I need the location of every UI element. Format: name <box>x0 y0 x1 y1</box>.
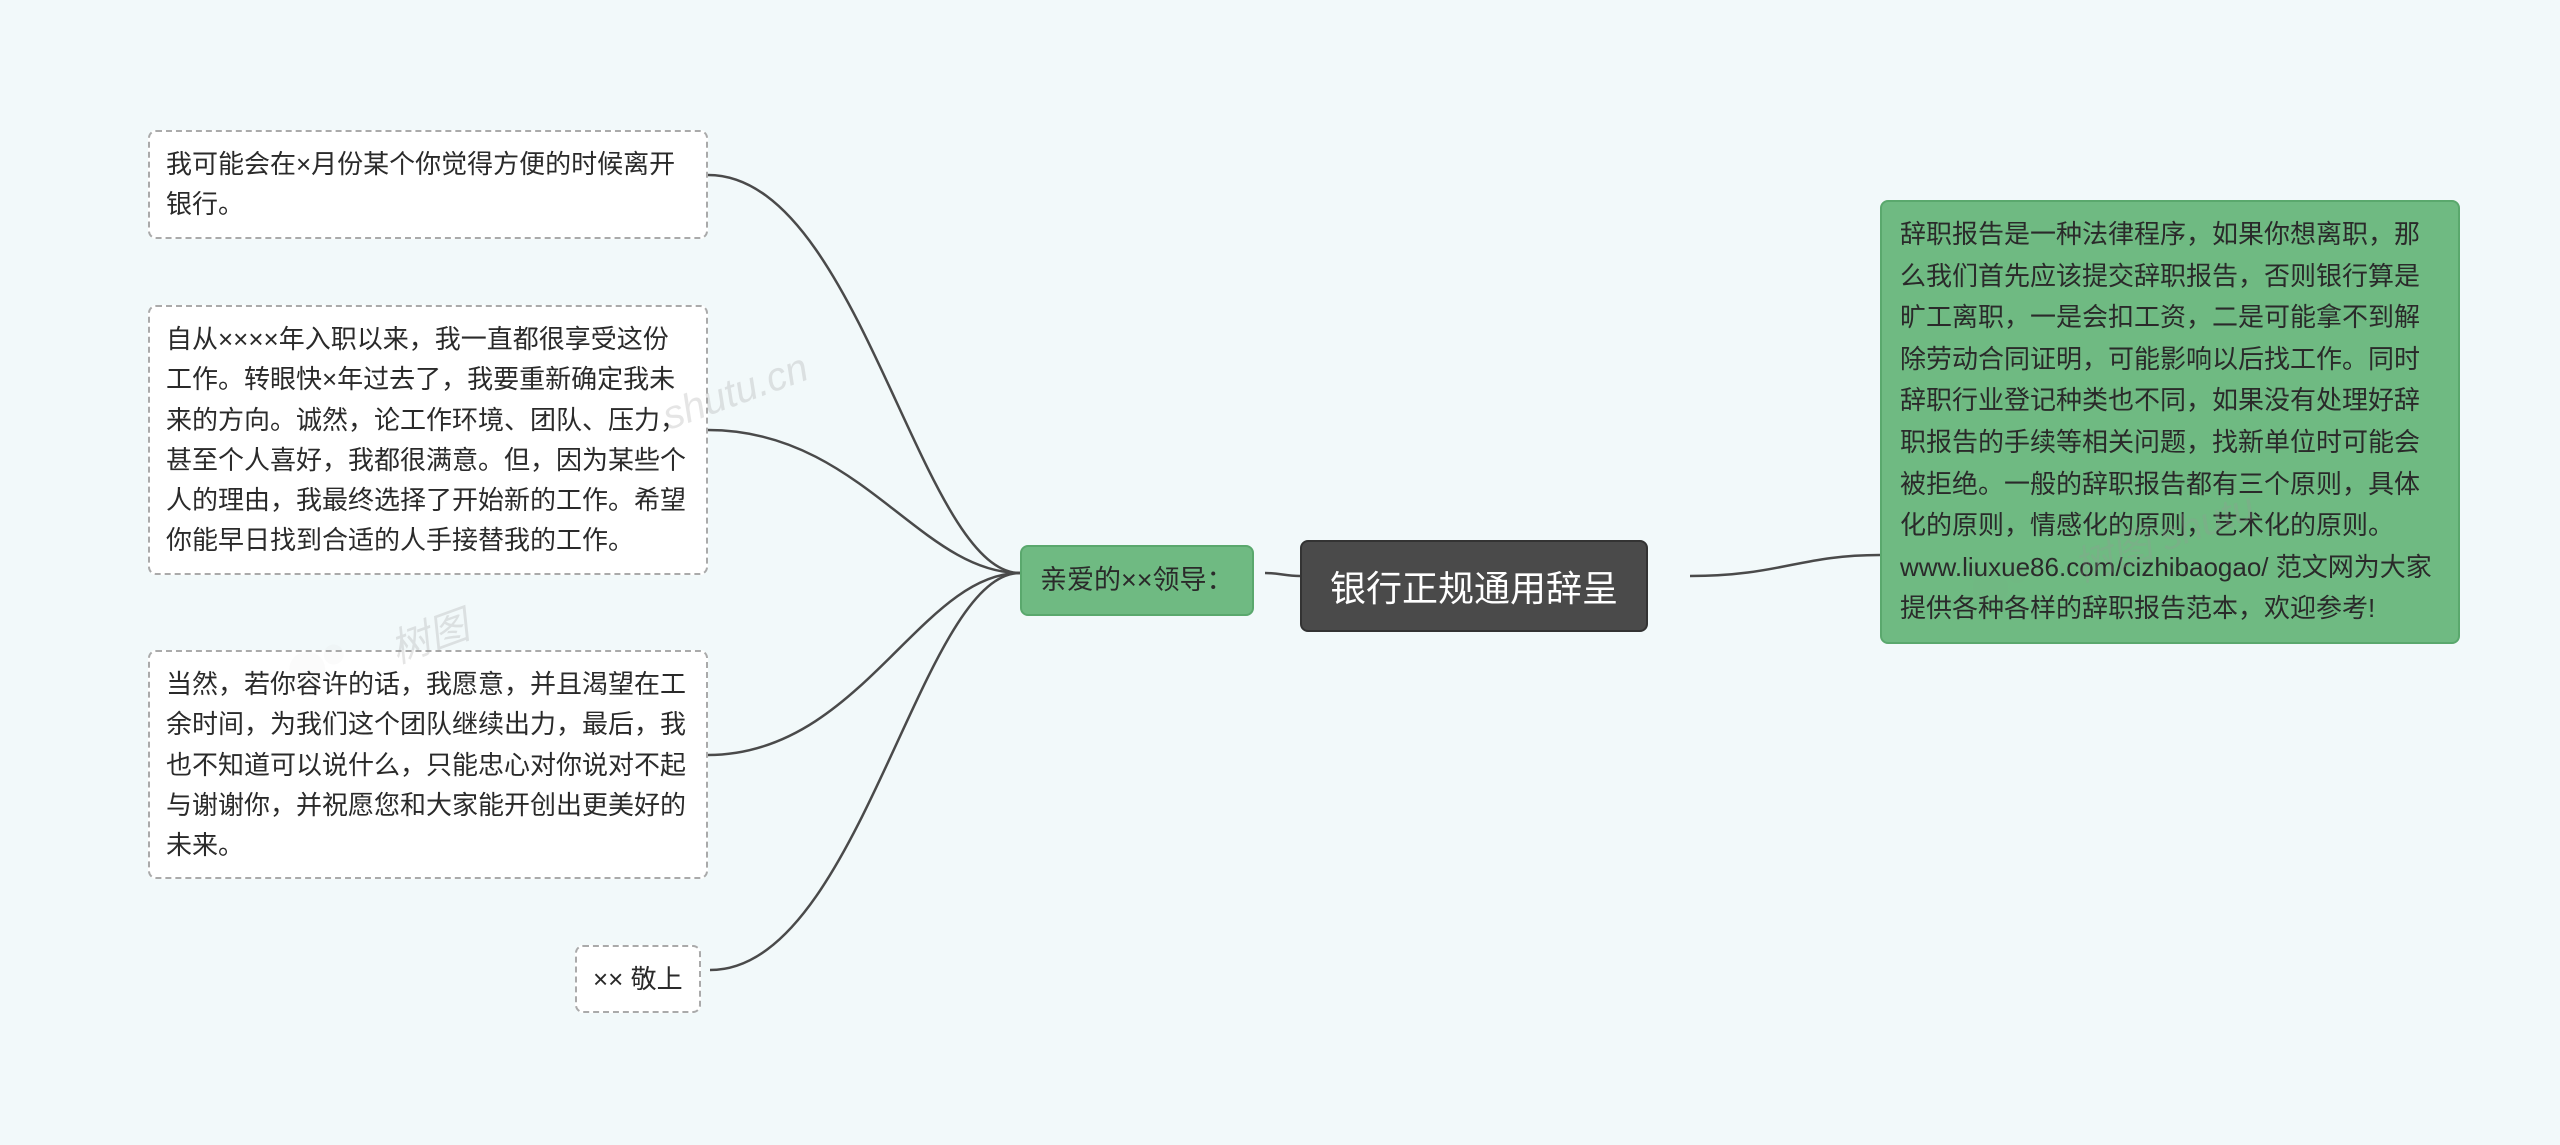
intro-text: 辞职报告是一种法律程序，如果你想离职，那么我们首先应该提交辞职报告，否则银行算是… <box>1900 219 2432 623</box>
root-label: 银行正规通用辞呈 <box>1330 568 1618 609</box>
leaf-node-2[interactable]: 自从××××年入职以来，我一直都很享受这份工作。转眼快×年过去了，我要重新确定我… <box>148 305 708 575</box>
mindmap-root[interactable]: 银行正规通用辞呈 <box>1300 540 1648 632</box>
leaf-node-1[interactable]: 我可能会在×月份某个你觉得方便的时候离开银行。 <box>148 130 708 239</box>
leader-node[interactable]: 亲爱的××领导： <box>1020 545 1254 616</box>
leaf-node-4[interactable]: ×× 敬上 <box>575 945 701 1013</box>
leaf-text-1: 我可能会在×月份某个你觉得方便的时候离开银行。 <box>166 149 675 219</box>
intro-node[interactable]: 辞职报告是一种法律程序，如果你想离职，那么我们首先应该提交辞职报告，否则银行算是… <box>1880 200 2460 644</box>
leaf-text-2: 自从××××年入职以来，我一直都很享受这份工作。转眼快×年过去了，我要重新确定我… <box>166 324 686 555</box>
leaf-text-4: ×× 敬上 <box>593 964 683 994</box>
leaf-node-3[interactable]: 当然，若你容许的话，我愿意，并且渴望在工余时间，为我们这个团队继续出力，最后，我… <box>148 650 708 879</box>
leader-label: 亲爱的××领导： <box>1040 565 1234 595</box>
leaf-text-3: 当然，若你容许的话，我愿意，并且渴望在工余时间，为我们这个团队继续出力，最后，我… <box>166 669 686 860</box>
